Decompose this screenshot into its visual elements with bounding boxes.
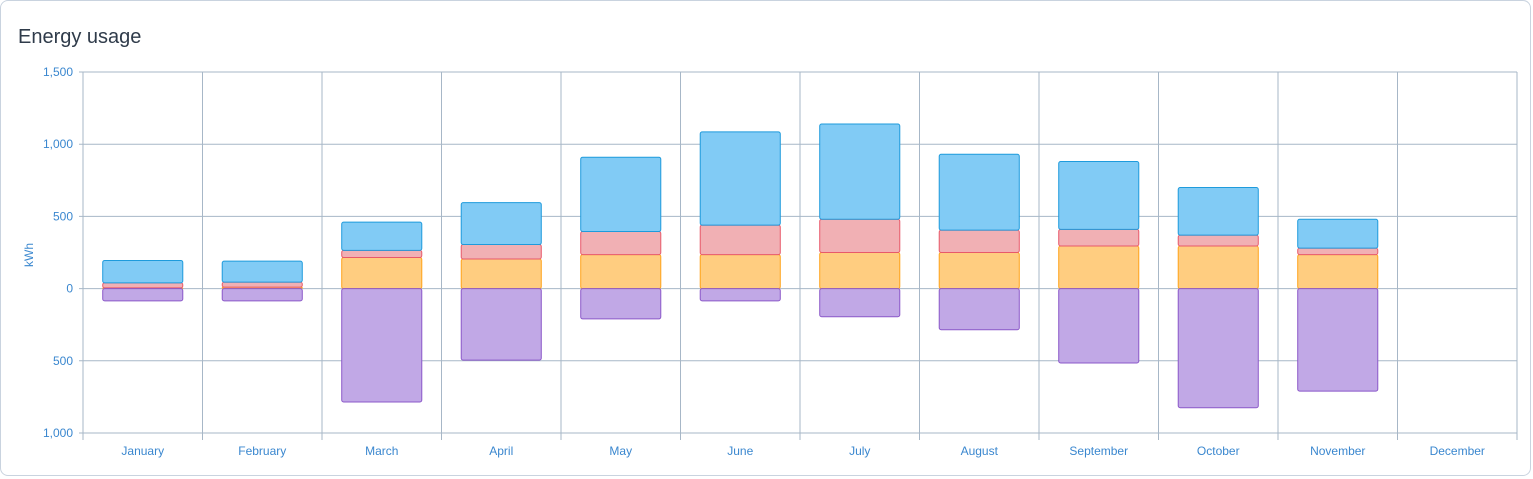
bar-blue-august[interactable] — [938, 153, 1020, 231]
y-tick-label: 1,000 — [43, 426, 73, 440]
y-axis-label: kWh — [22, 243, 36, 267]
bar-blue-october[interactable] — [1177, 187, 1259, 236]
bar-red-november[interactable] — [1297, 247, 1379, 256]
y-axis: 1,500 1,000 500 0 500 1,000 — [43, 65, 73, 440]
bar-red-june[interactable] — [699, 224, 781, 256]
bar-blue-january[interactable] — [102, 259, 184, 284]
x-tick-label: September — [1069, 444, 1128, 458]
x-axis: January February March April May June July Augu… — [121, 444, 1485, 458]
bar-yellow-march[interactable] — [341, 257, 423, 290]
bar-red-july[interactable] — [819, 218, 901, 253]
bar-yellow-july[interactable] — [819, 252, 901, 290]
chart-grid — [79, 71, 1518, 440]
bar-blue-march[interactable] — [341, 221, 423, 251]
bar-yellow-november[interactable] — [1297, 254, 1379, 290]
bar-blue-july[interactable] — [819, 123, 901, 220]
x-tick-label: December — [1430, 444, 1485, 458]
bar-purple-march[interactable] — [341, 288, 423, 403]
x-tick-label: October — [1197, 444, 1240, 458]
bar-red-april[interactable] — [460, 244, 542, 260]
bar-yellow-april[interactable] — [460, 258, 542, 290]
x-tick-label: January — [121, 444, 164, 458]
bar-red-march[interactable] — [341, 249, 423, 259]
bar-yellow-august[interactable] — [938, 252, 1020, 290]
y-tick-label: 500 — [53, 209, 73, 223]
y-tick-label: 0 — [66, 282, 73, 296]
bar-red-august[interactable] — [938, 229, 1020, 253]
bar-yellow-june[interactable] — [699, 254, 781, 290]
bar-blue-april[interactable] — [460, 202, 542, 246]
bar-blue-june[interactable] — [699, 131, 781, 226]
bar-yellow-october[interactable] — [1177, 245, 1259, 290]
bar-yellow-september[interactable] — [1058, 245, 1140, 290]
bar-red-february[interactable] — [221, 281, 303, 288]
chart-bars — [102, 123, 1379, 409]
y-tick-label: 1,500 — [43, 65, 73, 79]
x-tick-label: April — [489, 444, 513, 458]
bar-blue-february[interactable] — [221, 260, 303, 283]
bar-yellow-may[interactable] — [580, 254, 662, 290]
chart-title: Energy usage — [18, 26, 142, 48]
bar-purple-november[interactable] — [1297, 288, 1379, 392]
bar-red-january[interactable] — [102, 282, 184, 289]
bar-purple-august[interactable] — [938, 288, 1020, 331]
bar-red-may[interactable] — [580, 231, 662, 256]
bar-purple-april[interactable] — [460, 288, 542, 361]
x-tick-label: March — [365, 444, 398, 458]
y-tick-label: 500 — [53, 354, 73, 368]
bar-purple-september[interactable] — [1058, 288, 1140, 364]
bar-purple-july[interactable] — [819, 288, 901, 318]
bar-blue-september[interactable] — [1058, 161, 1140, 230]
x-tick-label: July — [849, 444, 870, 458]
bar-purple-january[interactable] — [102, 288, 184, 302]
bar-blue-may[interactable] — [580, 156, 662, 233]
bar-blue-november[interactable] — [1297, 218, 1379, 249]
bar-purple-may[interactable] — [580, 288, 662, 320]
bar-red-october[interactable] — [1177, 234, 1259, 247]
x-tick-label: August — [961, 444, 999, 458]
x-tick-label: May — [609, 444, 632, 458]
bar-red-september[interactable] — [1058, 228, 1140, 247]
bar-purple-june[interactable] — [699, 288, 781, 302]
bar-purple-october[interactable] — [1177, 288, 1259, 409]
x-tick-label: November — [1310, 444, 1365, 458]
y-tick-label: 1,000 — [43, 137, 73, 151]
bar-purple-february[interactable] — [221, 288, 303, 302]
x-tick-label: February — [238, 444, 286, 458]
x-tick-label: June — [727, 444, 753, 458]
